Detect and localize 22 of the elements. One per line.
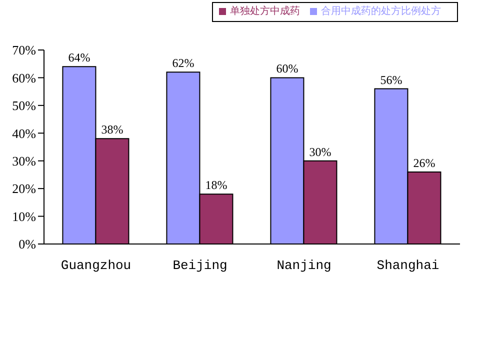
data-label: 38% [101, 122, 124, 137]
data-label: 64% [68, 50, 90, 65]
legend-label: 合用中成药的处方比例处方 [321, 6, 441, 17]
y-tick-label: 50% [12, 98, 36, 114]
data-label: 26% [413, 156, 436, 170]
y-tick-label: 0% [18, 236, 36, 252]
x-tick-label: Shanghai [376, 258, 440, 274]
y-tick-label: 70% [12, 42, 36, 58]
x-tick-label: Beijing [172, 258, 228, 274]
data-label: 60% [276, 62, 298, 76]
x-tick-label: Guangzhou [60, 258, 132, 274]
x-tick-label: Nanjing [276, 258, 332, 274]
y-tick-label: 10% [12, 208, 36, 224]
data-label: 62% [172, 56, 194, 70]
y-tick-label: 30% [12, 153, 36, 168]
y-tick-label: 40% [12, 126, 36, 141]
y-tick-label: 20% [12, 181, 36, 196]
data-label: 56% [380, 72, 402, 87]
data-label: 18% [205, 178, 228, 192]
data-label: 30% [309, 144, 332, 159]
legend-label: 单独处方中成药 [230, 6, 300, 17]
y-tick-label: 60% [12, 70, 36, 86]
